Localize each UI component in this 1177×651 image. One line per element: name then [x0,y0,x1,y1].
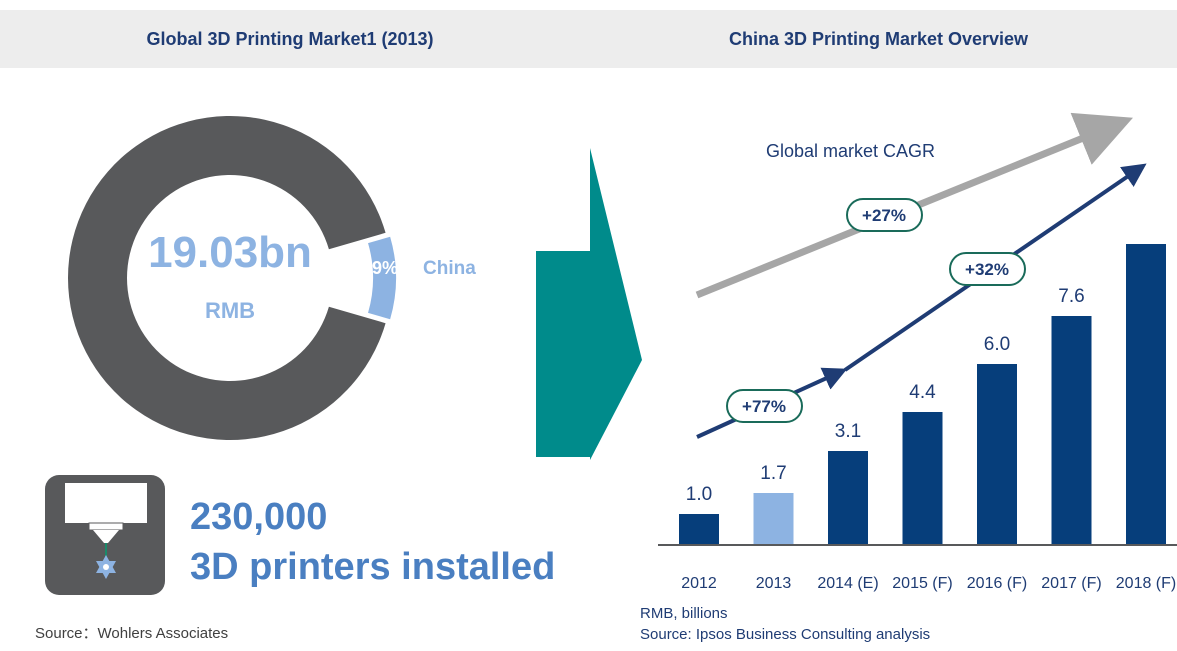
bar-2013 [753,493,794,544]
cagr-badge-global [846,198,923,232]
bar-value-label: 1.0 [686,484,712,505]
china-label: China [423,258,476,279]
x-tick-label: 2018 (F) [1116,575,1176,592]
cagr-2012-2014-label: +77% [742,397,786,416]
cagr-badge-2012-2014 [726,389,803,423]
right-header-title: China 3D Printing Market Overview [728,29,1029,49]
bar-2015f [902,412,943,544]
x-tick-label: 2016 (F) [967,575,1027,592]
donut-slice-rest-of-world [67,116,386,440]
3d-printer-icon [45,475,165,595]
bar-2017f [1051,316,1092,544]
global-cagr-label: Global market CAGR [766,141,935,161]
transition-arrow-icon [536,148,642,460]
cagr-global-label: +27% [862,206,906,225]
market-unit: RMB [204,298,256,323]
donut-slice-china [368,236,397,320]
bar-value-label: 3.1 [835,421,861,442]
x-tick-label: 2015 (F) [892,575,952,592]
cagr-badge-2014-2018 [949,252,1026,286]
left-header-title: Global 3D Printing Market1 (2013) [146,29,434,49]
bar-value-label: 4.4 [909,382,936,403]
bar-value-label: 1.7 [760,463,786,484]
bar-value-label: 7.6 [1058,286,1084,307]
printers-installed-text: 3D printers installed [190,546,556,588]
right-source: Source: Ipsos Business Consulting analys… [640,626,931,643]
unit-note: RMB, billions [640,605,728,622]
left-source: Source：Wohlers Associates [35,625,229,642]
china-share-label: 9% [372,258,399,278]
bar-2016f [977,364,1017,544]
left-header: Global 3D Printing Market1 (2013) [0,10,580,68]
bar-2018f [1126,244,1166,544]
x-tick-label: 2012 [681,575,717,592]
x-tick-label: 2017 (F) [1041,575,1101,592]
bar-2014e [828,451,868,544]
bar-2012 [679,514,719,544]
right-header: China 3D Printing Market Overview [580,10,1177,68]
x-tick-label: 2014 (E) [817,575,878,592]
cagr-2014-2018-label: +32% [965,260,1009,279]
global-market-donut-chart [67,116,397,440]
printers-count: 230,000 [190,496,328,538]
market-value: 19.03bn [148,228,312,277]
x-tick-label: 2013 [756,575,792,592]
bar-value-label: 6.0 [984,334,1010,355]
